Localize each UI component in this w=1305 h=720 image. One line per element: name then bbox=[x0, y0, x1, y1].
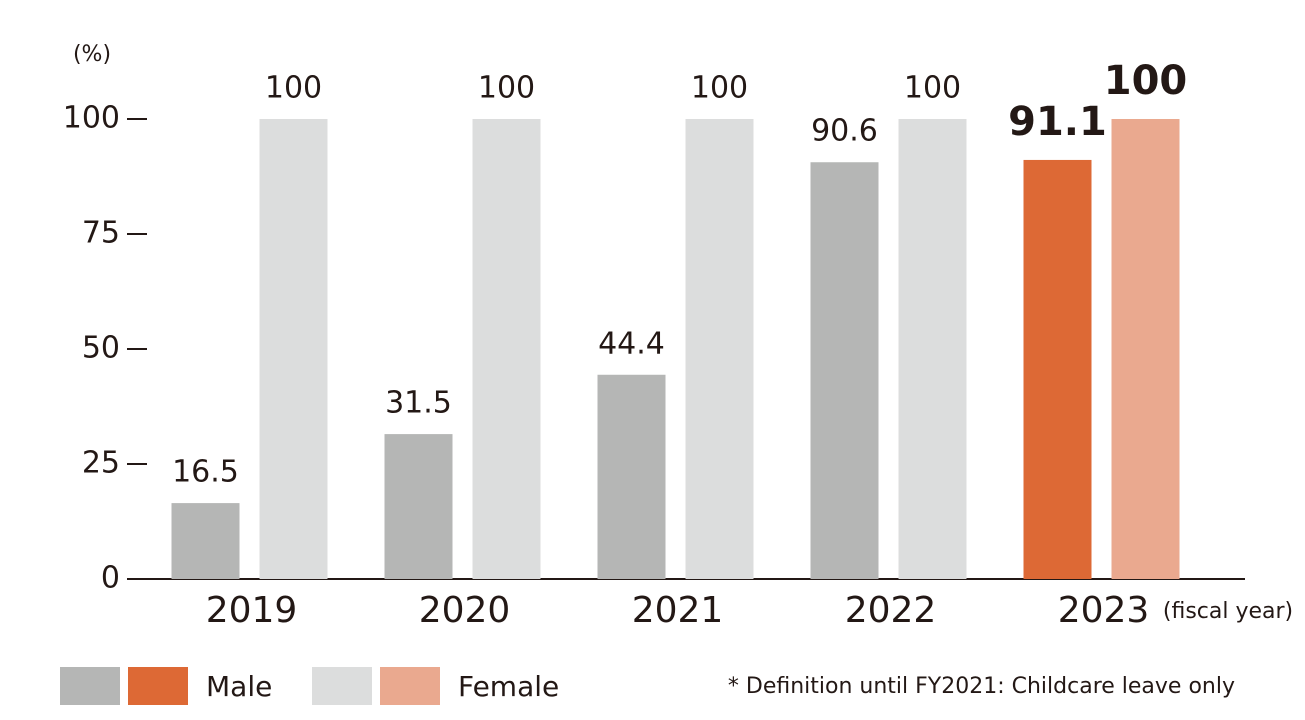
x-tick-label: 2020 bbox=[419, 590, 511, 631]
legend-label: Female bbox=[458, 670, 559, 703]
x-tick-label: 2021 bbox=[632, 590, 724, 631]
bar bbox=[597, 374, 666, 579]
bar bbox=[171, 503, 240, 579]
data-label: 100 bbox=[691, 71, 748, 106]
bar bbox=[472, 119, 541, 579]
legend-swatch bbox=[380, 667, 440, 705]
bar bbox=[1023, 159, 1092, 579]
data-label: 16.5 bbox=[172, 455, 239, 490]
footnote: * Definition until FY2021: Childcare lea… bbox=[728, 674, 1235, 699]
data-label: 31.5 bbox=[385, 386, 452, 421]
data-label: 100 bbox=[478, 71, 535, 106]
y-axis-label: (%) bbox=[73, 42, 111, 67]
bar bbox=[898, 119, 967, 579]
data-label: 90.6 bbox=[811, 114, 878, 149]
legend-swatch bbox=[60, 667, 120, 705]
y-tick-label: 75 bbox=[82, 216, 120, 251]
x-tick-label: 2022 bbox=[845, 590, 937, 631]
y-tick-label: 0 bbox=[101, 561, 120, 596]
data-label: 44.4 bbox=[598, 326, 665, 361]
x-axis-label: (fiscal year) bbox=[1163, 599, 1293, 624]
data-label: 100 bbox=[265, 71, 322, 106]
y-tick-label: 25 bbox=[82, 446, 120, 481]
x-tick-label: 2019 bbox=[206, 590, 298, 631]
y-tick-label: 100 bbox=[63, 101, 120, 136]
x-tick-label: 2023 bbox=[1058, 590, 1150, 631]
bar bbox=[685, 119, 754, 579]
bar bbox=[810, 162, 879, 580]
bar bbox=[384, 434, 453, 579]
legend-swatch bbox=[312, 667, 372, 705]
legend-swatch bbox=[128, 667, 188, 705]
data-label: 100 bbox=[904, 71, 961, 106]
data-label: 100 bbox=[1104, 58, 1188, 104]
bar bbox=[259, 119, 328, 579]
y-tick-label: 50 bbox=[82, 331, 120, 366]
legend-label: Male bbox=[206, 670, 272, 703]
data-label: 91.1 bbox=[1008, 99, 1107, 145]
bar bbox=[1111, 119, 1180, 579]
